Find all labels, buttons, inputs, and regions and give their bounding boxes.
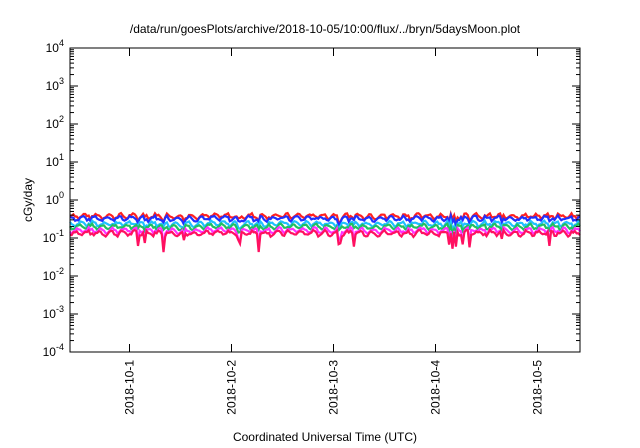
series-line <box>69 227 581 253</box>
series-line <box>69 221 581 239</box>
x-tick-label: 2018-10-1 <box>123 360 137 415</box>
y-tick-label: 10-3 <box>43 304 64 321</box>
x-axis-label: Coordinated Universal Time (UTC) <box>232 430 418 444</box>
y-tick-label: 10-2 <box>43 266 64 283</box>
y-tick-label: 10-1 <box>43 228 64 245</box>
y-tick-label: 100 <box>46 190 64 207</box>
series-line <box>69 217 581 235</box>
plot-frame <box>69 47 581 353</box>
series-layer <box>69 209 581 253</box>
chart-title: /data/run/goesPlots/archive/2018-10-05/1… <box>129 22 521 36</box>
y-tick-label: 102 <box>46 114 64 131</box>
y-tick-label: 104 <box>46 38 64 55</box>
y-tick-label: 101 <box>46 152 64 169</box>
series-line <box>69 225 581 249</box>
y-tick-label: 10-4 <box>43 342 64 359</box>
y-tick-label: 103 <box>46 76 64 93</box>
x-tick-label: 2018-10-4 <box>429 360 443 415</box>
y-axis-label: cGy/day <box>21 178 35 222</box>
x-axis: 2018-10-1 2018-10-2 2018-10-3 2018-10-4 2018… <box>123 48 545 415</box>
x-tick-label: 2018-10-3 <box>327 360 341 415</box>
series-line <box>69 211 581 230</box>
x-tick-label: 2018-10-2 <box>225 360 239 415</box>
y-axis: 104 103 102 101 100 10-1 10-2 10-3 10-4 <box>43 38 580 359</box>
x-tick-label: 2018-10-5 <box>531 360 545 415</box>
